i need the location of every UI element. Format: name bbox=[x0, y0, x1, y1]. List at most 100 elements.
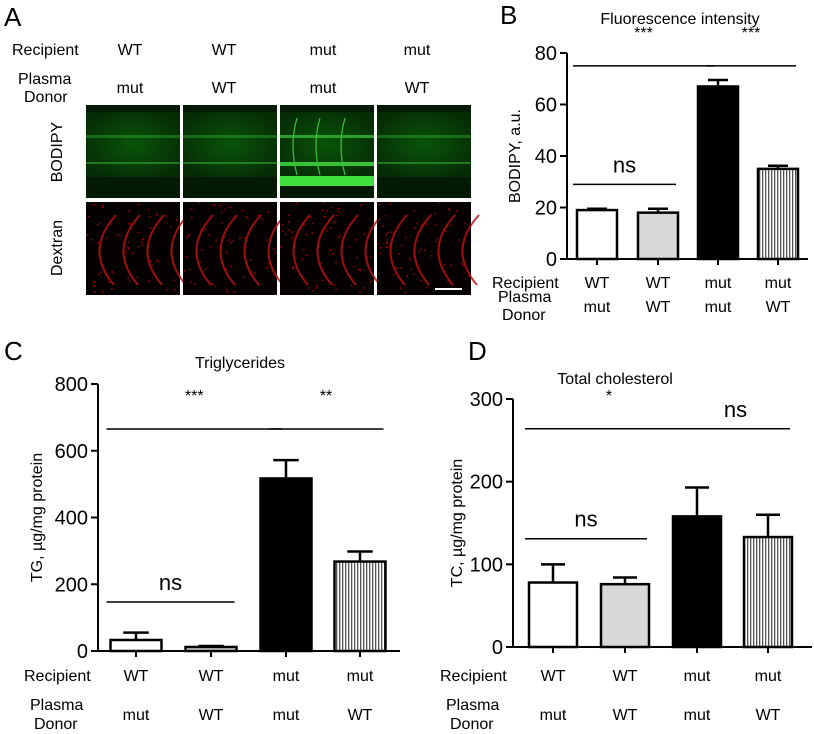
recipient-value: WT bbox=[118, 42, 143, 59]
bar bbox=[742, 535, 794, 649]
donor-value: WT bbox=[212, 80, 237, 97]
bodipy-image bbox=[377, 105, 471, 198]
y-tick-label: 200 bbox=[55, 574, 88, 596]
chart-title: Total cholesterol bbox=[557, 371, 673, 388]
dextran-image bbox=[280, 202, 383, 295]
panel-letter: C bbox=[4, 336, 23, 366]
y-axis-label: BODIPY, a.u. bbox=[507, 109, 524, 203]
significance-label: * bbox=[606, 388, 612, 405]
panel-c: C Triglycerides TG, µg/mg protein 0 200 400 60… bbox=[4, 336, 400, 733]
bodipy-image bbox=[183, 105, 277, 198]
significance-label: ns bbox=[159, 570, 182, 595]
bodipy-image bbox=[86, 105, 180, 198]
y-axis-label: TC, µg/mg protein bbox=[449, 459, 466, 587]
significance-label: *** bbox=[742, 25, 761, 42]
recipient-value: mut bbox=[705, 275, 732, 292]
donor-value: mut bbox=[540, 707, 567, 724]
chart-title: Fluorescence intensity bbox=[600, 11, 759, 28]
donor-value: WT bbox=[405, 80, 430, 97]
donor-value: WT bbox=[766, 299, 791, 316]
donor-value: WT bbox=[646, 299, 671, 316]
y-tick-label: 200 bbox=[470, 472, 503, 494]
recipient-value: WT bbox=[199, 668, 224, 685]
bar bbox=[259, 477, 313, 653]
recipient-label: Recipient bbox=[440, 668, 507, 685]
y-tick-label: 60 bbox=[535, 95, 557, 117]
y-tick-label: 80 bbox=[535, 43, 557, 65]
plasma-label: Plasma bbox=[498, 289, 551, 306]
row-label-bodipy: BODIPY bbox=[49, 121, 66, 182]
donor-value: mut bbox=[705, 299, 732, 316]
recipient-value: mut bbox=[347, 668, 374, 685]
donor-value: mut bbox=[684, 707, 711, 724]
bar bbox=[184, 645, 238, 653]
donor-value: mut bbox=[584, 299, 611, 316]
bar bbox=[109, 638, 163, 653]
significance-label: ** bbox=[320, 388, 332, 405]
y-tick-label: 300 bbox=[470, 389, 503, 411]
y-tick-label: 600 bbox=[55, 441, 88, 463]
bar bbox=[333, 560, 387, 653]
panel-letter: B bbox=[500, 0, 517, 30]
plasma-label: Plasma bbox=[18, 71, 71, 88]
recipient-label: Recipient bbox=[12, 42, 79, 59]
significance-label: *** bbox=[634, 25, 653, 42]
y-tick-label: 800 bbox=[55, 374, 88, 396]
significance-label: ns bbox=[613, 152, 636, 177]
recipient-label: Recipient bbox=[492, 275, 559, 292]
scale-bar bbox=[435, 288, 462, 290]
bar bbox=[527, 581, 579, 649]
significance-label: *** bbox=[185, 388, 204, 405]
panel-letter: A bbox=[4, 2, 22, 32]
bar bbox=[671, 515, 723, 649]
bar bbox=[575, 208, 619, 261]
chart-title: Triglycerides bbox=[195, 355, 285, 372]
row-label-dextran: Dextran bbox=[49, 220, 66, 276]
recipient-value: mut bbox=[684, 668, 711, 685]
recipient-value: WT bbox=[585, 275, 610, 292]
recipient-value: WT bbox=[613, 668, 638, 685]
donor-label: Donor bbox=[24, 89, 68, 106]
significance-label: ns bbox=[574, 507, 597, 532]
donor-value: mut bbox=[273, 707, 300, 724]
y-tick-label: 0 bbox=[492, 637, 503, 659]
recipient-label: Recipient bbox=[24, 668, 91, 685]
dextran-image bbox=[377, 202, 480, 295]
bar bbox=[636, 211, 680, 261]
donor-value: WT bbox=[199, 707, 224, 724]
donor-value: WT bbox=[756, 707, 781, 724]
bar bbox=[756, 167, 800, 261]
donor-value: mut bbox=[123, 707, 150, 724]
y-tick-label: 400 bbox=[55, 508, 88, 530]
recipient-value: WT bbox=[124, 668, 149, 685]
y-tick-label: 100 bbox=[470, 554, 503, 576]
donor-label: Donor bbox=[502, 307, 546, 324]
bodipy-image bbox=[280, 105, 374, 198]
plasma-label: Plasma bbox=[446, 697, 499, 714]
y-tick-label: 0 bbox=[77, 641, 88, 663]
panel-d: D Total cholesterol TC, µg/mg protein 0 100 2… bbox=[440, 336, 812, 733]
y-tick-label: 20 bbox=[535, 198, 557, 220]
recipient-value: mut bbox=[755, 668, 782, 685]
donor-value: mut bbox=[310, 80, 337, 97]
donor-value: WT bbox=[348, 707, 373, 724]
panel-a: A Recipient Plasma Donor WT mut WT WT mut mut… bbox=[4, 2, 480, 295]
donor-value: WT bbox=[613, 707, 638, 724]
recipient-value: mut bbox=[404, 42, 431, 59]
significance-label: ns bbox=[724, 397, 747, 422]
recipient-value: WT bbox=[212, 42, 237, 59]
dextran-image bbox=[183, 202, 286, 295]
y-tick-label: 40 bbox=[535, 146, 557, 168]
recipient-value: mut bbox=[273, 668, 300, 685]
donor-label: Donor bbox=[450, 716, 494, 733]
panel-b: B Fluorescence intensity BODIPY, a.u. 0 20 40… bbox=[492, 0, 808, 324]
y-axis-label: TG, µg/mg protein bbox=[29, 453, 46, 582]
bar bbox=[599, 582, 651, 649]
plasma-label: Plasma bbox=[30, 697, 83, 714]
recipient-value: mut bbox=[310, 42, 337, 59]
donor-label: Donor bbox=[34, 716, 78, 733]
donor-value: mut bbox=[117, 80, 144, 97]
bar bbox=[696, 85, 740, 261]
recipient-value: WT bbox=[541, 668, 566, 685]
